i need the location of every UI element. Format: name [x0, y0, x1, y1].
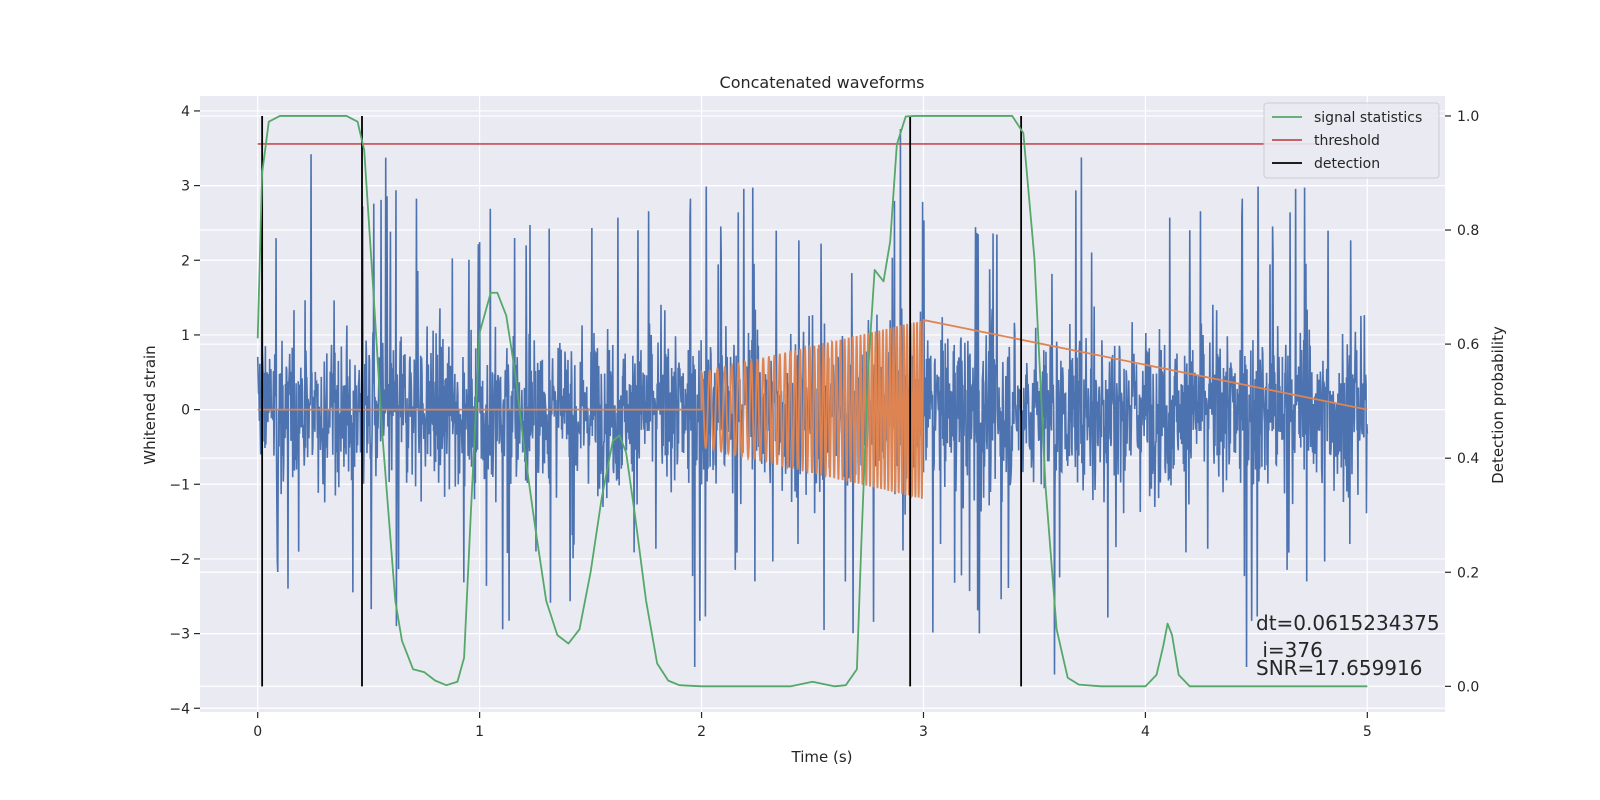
- y-tick-label: −1: [169, 477, 190, 493]
- y-tick-label: 1: [181, 328, 190, 344]
- annotation-dt: dt=0.0615234375: [1256, 611, 1440, 635]
- x-tick-label: 0: [253, 724, 262, 740]
- y-right-tick-label: 0.4: [1457, 451, 1479, 467]
- legend-box: [1263, 102, 1440, 179]
- chart-title: Concatenated waveforms: [720, 73, 925, 92]
- x-tick-label: 5: [1363, 724, 1372, 740]
- y-right-tick-label: 0.6: [1457, 337, 1479, 353]
- y-right-tick-label: 0.0: [1457, 679, 1479, 695]
- x-tick-label: 1: [475, 724, 484, 740]
- y-right-tick-label: 0.2: [1457, 565, 1479, 581]
- annotation-index: i=376: [1256, 638, 1323, 662]
- y-tick-label: −4: [169, 701, 190, 717]
- detection-series: [261, 115, 1023, 687]
- x-tick-label: 3: [919, 724, 928, 740]
- y-right-tick-label: 0.8: [1457, 223, 1479, 239]
- strain-line: [256, 128, 1369, 675]
- x-tick-label: 2: [697, 724, 706, 740]
- strain-series: [256, 128, 1369, 675]
- y-axis-label: Whitened strain: [141, 345, 159, 464]
- legend-label-signal-statistics: signal statistics: [1314, 110, 1422, 126]
- x-tick-label: 4: [1141, 724, 1150, 740]
- legend-label-threshold: threshold: [1314, 133, 1380, 149]
- y-tick-label: 0: [181, 403, 190, 419]
- y-right-tick-label: 1.0: [1457, 109, 1479, 125]
- y-tick-label: 3: [181, 179, 190, 195]
- annotation-snr: SNR=17.659916: [1256, 656, 1422, 680]
- axes: 0 1 2 3 4 5 −4 −3 −2 −1 0 1 2 3 4 0.0 0.2 0.4 0.6 0.8 1.0: [169, 104, 1479, 740]
- signal-statistics-series: [256, 115, 1368, 688]
- signal-statistics-line: [256, 115, 1368, 688]
- y-tick-label: 4: [181, 104, 190, 120]
- template-line: [257, 318, 1368, 499]
- y-tick-label: 2: [181, 253, 190, 269]
- legend-label-detection: detection: [1314, 156, 1380, 172]
- y-tick-label: −3: [169, 627, 190, 643]
- y-tick-label: −2: [169, 552, 190, 568]
- legend: signal statistics threshold detection: [1263, 102, 1440, 179]
- template-series: [257, 318, 1368, 499]
- y-axis-right-label: Detection probability: [1489, 326, 1507, 484]
- x-axis-label: Time (s): [791, 748, 853, 766]
